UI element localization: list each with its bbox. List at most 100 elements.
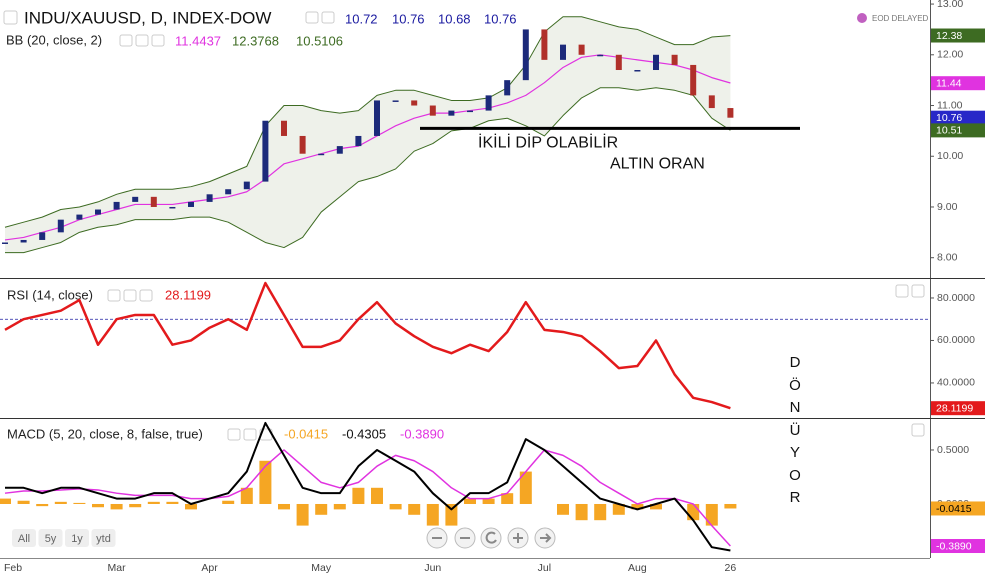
candle (206, 194, 213, 202)
histogram-bar (426, 503, 439, 526)
value-tag (931, 401, 985, 416)
x-tick-label: Jul (538, 562, 551, 574)
range-button-label[interactable]: ytd (96, 533, 111, 545)
range-button-label[interactable]: 1y (71, 533, 83, 545)
histogram-bar (0, 498, 11, 504)
histogram-bar (352, 487, 365, 504)
candle (169, 206, 176, 209)
chart-title: INDU/XAUUSD, D, INDEX-DOW (24, 8, 271, 27)
candle (281, 120, 287, 136)
value-tag-label: 11.44 (936, 77, 962, 89)
range-button-label[interactable]: 5y (45, 533, 57, 545)
indicator-value: -0.3890 (400, 426, 444, 441)
y-tick-label: 60.0000 (937, 334, 975, 346)
histogram-bar (445, 503, 458, 526)
value-tag-label: 10.76 (936, 112, 962, 124)
histogram-bar (278, 503, 290, 510)
histogram-bar (650, 503, 662, 510)
candle (727, 108, 734, 118)
nav-button[interactable] (480, 527, 502, 549)
candle (653, 54, 659, 71)
x-tick-label: Jun (424, 562, 441, 574)
value-tag-label: 12.38 (936, 30, 962, 42)
histogram-bar (185, 503, 197, 510)
ohlc-value: 10.72 (345, 11, 378, 26)
value-tag (931, 76, 985, 91)
candle (113, 201, 120, 210)
candle (467, 110, 473, 113)
indicator-value: 10.5106 (296, 33, 343, 48)
histogram-bar (315, 503, 328, 515)
candle (578, 44, 585, 55)
histogram-bar (482, 498, 495, 504)
y-tick-label: 80.0000 (937, 292, 975, 304)
indicator-title: MACD (5, 20, close, 8, false, true) (7, 426, 203, 441)
range-button[interactable] (65, 529, 89, 547)
y-tick-label: 11.00 (937, 99, 963, 111)
signal-line (4, 449, 731, 547)
ohlc-value: 10.76 (484, 11, 517, 26)
candle (671, 54, 678, 65)
indicator-value: -0.4305 (342, 426, 386, 441)
value-tag-label: 28.1199 (936, 402, 973, 414)
histogram-bar (575, 503, 588, 521)
histogram-bar (501, 493, 514, 504)
indicator-title: BB (20, close, 2) (6, 32, 102, 47)
candle (708, 95, 715, 109)
candle (132, 196, 139, 202)
histogram-bar (36, 503, 49, 507)
histogram-bar (333, 503, 346, 510)
candle (615, 54, 622, 71)
annotation: ALTIN ORAN (610, 156, 705, 173)
lower-band (5, 87, 731, 254)
y-tick-label: 9.00 (937, 201, 958, 213)
candle (690, 64, 697, 96)
candle (2, 242, 8, 244)
candle (485, 95, 492, 111)
range-button[interactable] (12, 529, 36, 547)
histogram-bar (724, 503, 737, 509)
range-button-label[interactable]: All (18, 533, 30, 545)
value-tag-label: -0.3890 (936, 540, 972, 552)
histogram-bar (464, 498, 476, 504)
y-tick-label: 12.00 (937, 49, 963, 61)
range-button[interactable] (91, 529, 116, 547)
histogram-bar (557, 503, 569, 515)
histogram-bar (296, 503, 309, 526)
histogram-bar (705, 503, 718, 526)
candle (522, 29, 529, 81)
histogram-bar (631, 503, 644, 510)
histogram-bar (519, 471, 532, 504)
ohlc-value: 10.68 (438, 11, 471, 26)
histogram-bar (54, 501, 67, 504)
x-tick-label: Apr (201, 562, 218, 574)
rsi-line (4, 281, 731, 410)
value-tag (931, 110, 985, 125)
value-tag (931, 123, 985, 138)
histogram-bar (110, 503, 123, 510)
indicator-title: RSI (14, close) (7, 287, 93, 302)
value-tag-label: 10.51 (936, 125, 962, 137)
candle (448, 110, 455, 116)
candle (225, 189, 232, 195)
y-tick-label: 8.00 (937, 251, 958, 263)
ohlc-value: 10.76 (392, 11, 425, 26)
band-fill (5, 16, 731, 253)
histogram-bar (259, 460, 272, 504)
value-tag (931, 501, 985, 516)
histogram-bar (92, 503, 104, 508)
histogram-bar (594, 503, 607, 521)
annotation: İKİLİ DİP OLABİLİR (478, 133, 618, 152)
x-tick-label: May (311, 562, 332, 574)
status: EOD DELAYED (872, 14, 929, 23)
middle-band (4, 54, 731, 241)
y-tick-label: 13.00 (937, 0, 963, 10)
candle (39, 232, 46, 240)
histogram-bar (240, 487, 253, 504)
candle (76, 214, 83, 220)
range-button[interactable] (38, 529, 63, 547)
candle (150, 196, 157, 207)
x-tick-label: 26 (725, 562, 737, 574)
histogram-bar (371, 487, 383, 504)
